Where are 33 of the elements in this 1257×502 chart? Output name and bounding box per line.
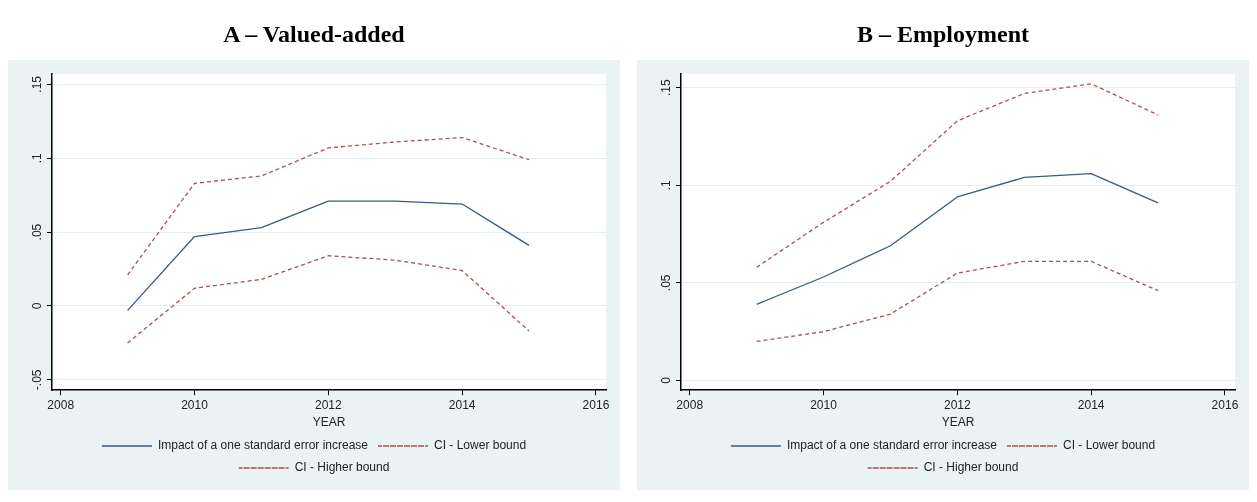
x-tick-label: 2016 bbox=[1211, 397, 1239, 412]
y-tick-label: 0 bbox=[659, 376, 674, 384]
y-tick-label: 0 bbox=[30, 302, 45, 310]
legend-label: CI - Lower bound bbox=[1063, 438, 1156, 453]
legend-label: CI - Lower bound bbox=[434, 438, 527, 453]
x-axis-title: YEAR bbox=[312, 415, 346, 430]
y-tick-label: .05 bbox=[30, 223, 45, 241]
line-series bbox=[755, 83, 1159, 268]
x-tick-label: 2014 bbox=[448, 397, 476, 412]
line-series bbox=[126, 255, 530, 344]
x-tick-label: 2010 bbox=[810, 397, 838, 412]
x-axis-title: YEAR bbox=[941, 415, 975, 430]
x-tick-label: 2008 bbox=[676, 397, 704, 412]
line-series bbox=[126, 136, 530, 276]
y-tick-label: -.05 bbox=[30, 369, 45, 391]
x-tick-label: 2012 bbox=[314, 397, 342, 412]
y-tick-label: .15 bbox=[659, 79, 674, 97]
y-tick-label: .15 bbox=[30, 75, 45, 93]
x-tick-label: 2008 bbox=[47, 397, 75, 412]
x-tick-label: 2016 bbox=[582, 397, 610, 412]
chart-title: A – Valued-added bbox=[222, 20, 406, 49]
legend-label: CI - Higher bound bbox=[923, 460, 1019, 475]
legend-label: CI - Higher bound bbox=[294, 460, 390, 475]
y-tick-label: .05 bbox=[659, 274, 674, 292]
chart-title: B – Employment bbox=[856, 20, 1030, 49]
x-tick-label: 2012 bbox=[943, 397, 971, 412]
line-series bbox=[755, 260, 1159, 343]
x-tick-label: 2014 bbox=[1077, 397, 1105, 412]
y-tick-label: .1 bbox=[659, 179, 674, 191]
legend-label: Impact of a one standard error increase bbox=[157, 438, 369, 453]
y-tick-label: .1 bbox=[30, 152, 45, 164]
legend-label: Impact of a one standard error increase bbox=[786, 438, 998, 453]
x-tick-label: 2010 bbox=[181, 397, 209, 412]
